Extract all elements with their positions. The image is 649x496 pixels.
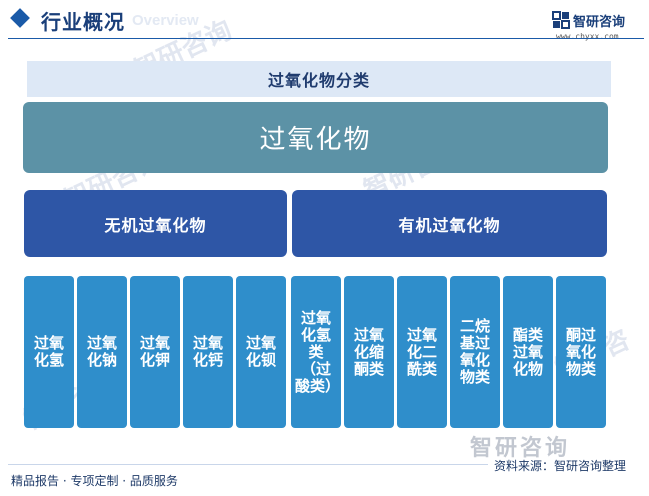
- page-subtitle: Overview: [132, 12, 199, 29]
- leaf-inorganic: 过氧化钠: [77, 276, 127, 428]
- group-inorganic: 无机过氧化物: [24, 190, 287, 257]
- diamond-icon: [10, 8, 30, 28]
- root-node: 过氧化物: [23, 102, 608, 173]
- source-note: 资料来源：智研咨询整理: [494, 459, 627, 473]
- footer-divider: [8, 464, 488, 465]
- leaf-inorganic: 过氧化钾: [130, 276, 180, 428]
- leaf-organic: 酯类过氧化物: [503, 276, 553, 428]
- page-title: 行业概况: [41, 10, 125, 34]
- logo-url: www.chyxx.com: [556, 32, 619, 41]
- header: 行业概况 Overview 智研咨询 www.chyxx.com: [0, 0, 649, 44]
- leaf-inorganic: 过氧化钡: [236, 276, 286, 428]
- group-organic: 有机过氧化物: [292, 190, 607, 257]
- watermark-logo: 智研咨询: [470, 436, 571, 461]
- leaf-inorganic: 过氧化钙: [183, 276, 233, 428]
- leaf-inorganic: 过氧化氢: [24, 276, 74, 428]
- leaf-organic: 二烷基过氧化物类: [450, 276, 500, 428]
- leaf-organic: 过氧化氢类（过酸类）: [291, 276, 341, 428]
- leaf-organic: 过氧化二酰类: [397, 276, 447, 428]
- leaf-organic: 酮过氧化物类: [556, 276, 606, 428]
- logo-icon: [552, 11, 570, 29]
- logo-text: 智研咨询: [573, 15, 626, 30]
- header-divider: [8, 38, 644, 39]
- leaf-organic: 过氧化缩酮类: [344, 276, 394, 428]
- category-title: 过氧化物分类: [27, 61, 611, 97]
- footer-tagline: 精品报告 · 专项定制 · 品质服务: [11, 474, 178, 488]
